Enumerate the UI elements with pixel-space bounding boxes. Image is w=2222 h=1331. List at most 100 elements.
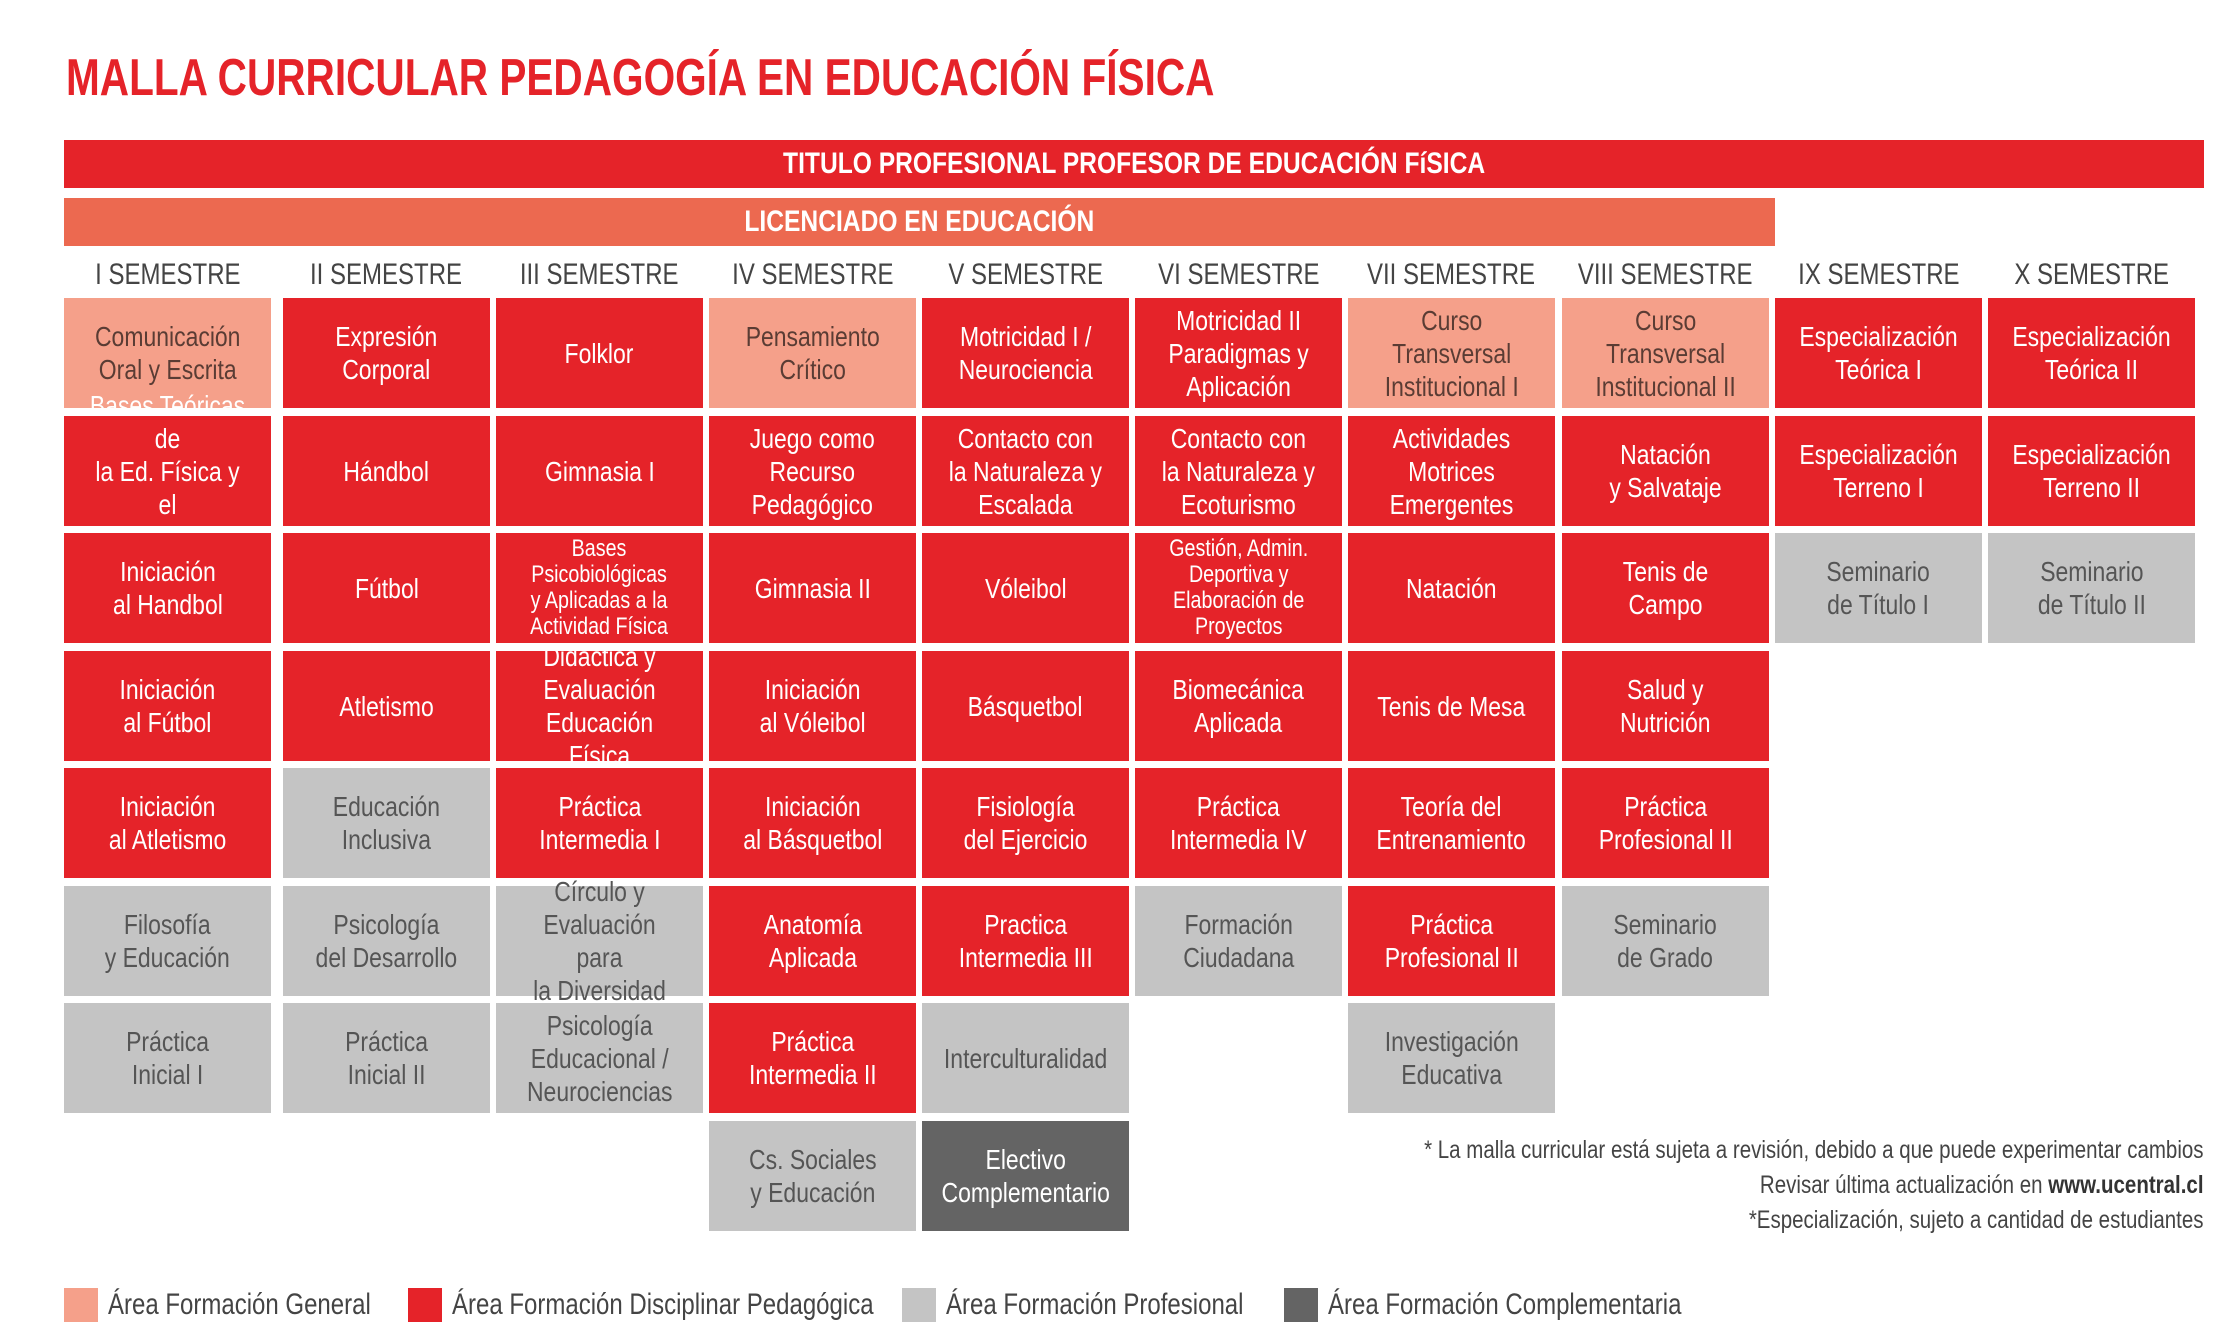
course-cell: Iniciación al Handbol [64,533,271,643]
semester-label: II SEMESTRE [310,258,463,291]
course-cell: Seminario de Título II [1988,533,2195,643]
course-name: Contacto con la Naturaleza y Ecoturismo [1161,422,1316,520]
course-cell: Investigación Educativa [1348,1003,1555,1113]
course-name: Filosofía y Educación [104,909,231,973]
semester-header: VI SEMESTRE [1135,254,1342,296]
course-cell: Especialización Terreno I [1775,416,1982,526]
course-cell: Gimnasia I [496,416,703,526]
course-name: Especialización Terreno II [2012,439,2171,503]
semester-label: I SEMESTRE [94,258,241,291]
course-name: Práctica Intermedia I [538,791,661,855]
legend-item: Área Formación General [64,1288,436,1322]
note-especializacion: *Especialización, sujeto a cantidad de e… [1749,1206,2204,1234]
course-cell: Gimnasia II [709,533,916,643]
course-cell: Cs. Sociales y Educación [709,1121,916,1231]
note-update: Revisar última actualización en www.ucen… [1425,1168,2204,1203]
course-name: Actividades Motrices Emergentes [1389,422,1514,520]
course-cell: Educación Inclusiva [283,768,490,878]
legend-label: Área Formación Complementaria [1328,1288,1682,1321]
course-cell: Biomecánica Aplicada [1135,651,1342,761]
legend-label: Área Formación Disciplinar Pedagógica [452,1288,874,1321]
course-cell: Fisiología del Ejercicio [922,768,1129,878]
course-name: Fútbol [354,572,419,604]
course-name: Cs. Sociales y Educación [748,1144,877,1208]
course-cell: Atletismo [283,651,490,761]
course-name: Práctica Intermedia IV [1170,791,1307,855]
semester-label: V SEMESTRE [948,258,1103,291]
course-name: Práctica Inicial II [345,1026,428,1090]
course-name: Hándbol [343,455,430,487]
course-cell: Iniciación al Básquetbol [709,768,916,878]
course-cell: Bases Psicobiológicas y Aplicadas a la A… [496,533,703,643]
course-cell: Curso Transversal Institucional II [1562,298,1769,408]
course-name: Iniciación al Handbol [112,556,223,620]
course-name: Especialización Teórica I [1799,321,1958,385]
course-cell: Seminario de Título I [1775,533,1982,643]
course-cell: Círculo y Evaluación para la Diversidad [496,876,703,1006]
legend-label: Área Formación General [108,1288,371,1321]
ucentral-link[interactable]: www.ucentral.cl [2048,1171,2204,1199]
course-name: Especialización Terreno I [1799,439,1958,503]
course-cell: Especialización Teórica I [1775,298,1982,408]
legend-item: Área Formación Disciplinar Pedagógica [408,1288,979,1322]
course-name: Gimnasia I [544,455,655,487]
course-cell: Psicología Educacional / Neurociencias [496,1003,703,1113]
course-name: Didáctica y Evaluación Educación Física [543,641,656,771]
course-cell: Contacto con la Naturaleza y Escalada [922,416,1129,526]
semester-header: X SEMESTRE [1988,254,2195,296]
course-name: Círculo y Evaluación para la Diversidad [533,876,666,1006]
course-cell: Fútbol [283,533,490,643]
notes: * La malla curricular está sujeta a revi… [1253,1133,2204,1238]
course-cell: Iniciación al Fútbol [64,651,271,761]
course-cell: Anatomía Aplicada [709,886,916,996]
course-name: Interculturalidad [943,1042,1108,1074]
semester-header: IX SEMESTRE [1775,254,1982,296]
note-revision: * La malla curricular está sujeta a revi… [1424,1136,2204,1164]
semester-header: I SEMESTRE [64,254,271,296]
course-name: Práctica Profesional II [1384,909,1519,973]
course-name: Investigación Educativa [1384,1026,1519,1090]
course-name: Pensamiento Crítico [745,321,880,385]
page-title: MALLA CURRICULAR PEDAGOGÍA EN EDUCACIÓN … [66,49,1215,107]
semester-label: III SEMESTRE [520,258,679,291]
course-cell: Práctica Inicial II [283,1003,490,1113]
course-cell: Básquetbol [922,651,1129,761]
course-cell: Motricidad I / Neurociencia [922,298,1129,408]
course-cell: Didáctica y Evaluación Educación Física [496,641,703,771]
course-cell: Teoría del Entrenamiento [1348,768,1555,878]
course-cell: Psicología del Desarrollo [283,886,490,996]
course-cell: Especialización Teórica II [1988,298,2195,408]
course-name: Seminario de Título I [1826,556,1931,620]
course-name: Motricidad II Paradigmas y Aplicación [1168,304,1309,402]
course-name: Gestión, Admin. Deportiva y Elaboración … [1169,535,1308,640]
licenciado-label: LICENCIADO EN EDUCACIÓN [744,205,1095,238]
legend-swatch [902,1288,936,1322]
semester-header: II SEMESTRE [283,254,490,296]
course-cell: Comunicación Oral y Escrita [64,298,271,408]
course-name: Practica Intermedia III [958,909,1093,973]
course-name: Básquetbol [968,690,1083,722]
course-name: Educación Inclusiva [332,791,441,855]
course-cell: Actividades Motrices Emergentes [1348,416,1555,526]
legend-item: Área Formación Profesional [902,1288,1318,1322]
course-cell: Práctica Intermedia I [496,768,703,878]
legend-label: Área Formación Profesional [946,1288,1244,1321]
semester-label: VII SEMESTRE [1367,258,1536,291]
course-cell: Práctica Intermedia IV [1135,768,1342,878]
course-name: Psicología del Desarrollo [315,909,458,973]
course-cell: Juego como Recurso Pedagógico [709,416,916,526]
semester-header: VIII SEMESTRE [1562,254,1769,296]
course-name: Gimnasia II [754,572,871,604]
course-name: Folklor [565,337,634,369]
course-cell: Seminario de Grado [1562,886,1769,996]
course-name: Psicología Educacional / Neurociencias [526,1009,673,1107]
course-name: Bases Psicobiológicas y Aplicadas a la A… [530,535,669,640]
course-cell: Curso Transversal Institucional I [1348,298,1555,408]
course-cell: Tenis de Campo [1562,533,1769,643]
course-name: Tenis de Campo [1622,556,1709,620]
course-cell: Natación y Salvataje [1562,416,1769,526]
course-cell: Expresión Corporal [283,298,490,408]
course-cell: Gestión, Admin. Deportiva y Elaboración … [1135,533,1342,643]
course-name: Motricidad I / Neurociencia [958,321,1093,385]
course-name: Práctica Inicial I [126,1026,209,1090]
